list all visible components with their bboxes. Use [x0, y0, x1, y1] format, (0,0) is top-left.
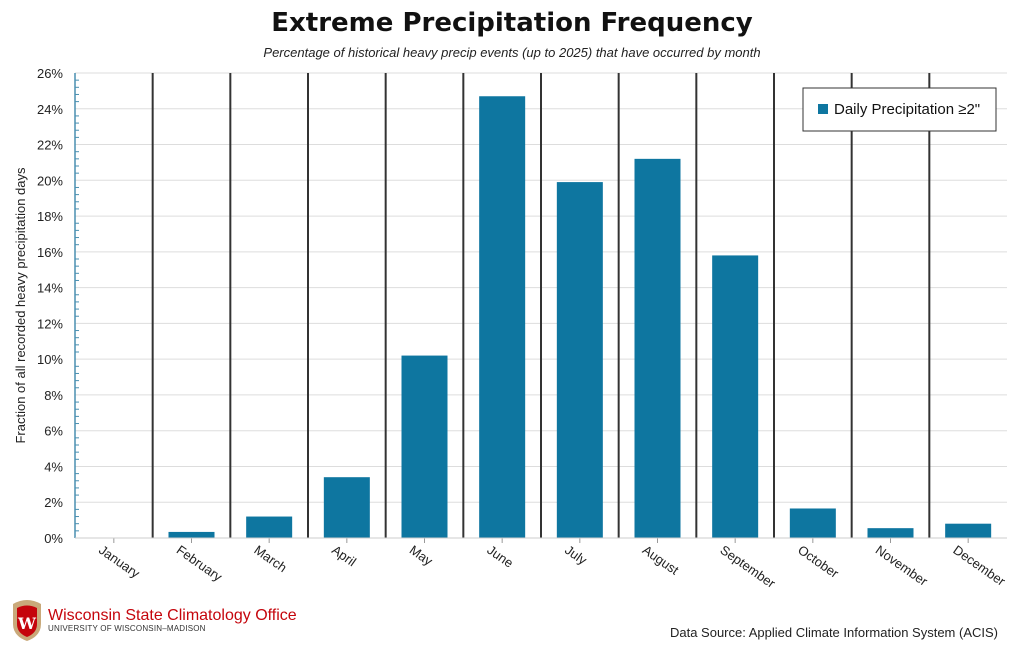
x-tick-label: June: [484, 542, 516, 570]
bar-may: [401, 355, 448, 538]
y-tick-label: 2%: [44, 495, 63, 510]
org-logo: W Wisconsin State Climatology Office UNI…: [10, 598, 297, 642]
x-tick-label: October: [795, 542, 842, 581]
x-tick-label: April: [329, 542, 359, 569]
x-tick-label: February: [174, 542, 226, 584]
x-tick-label: November: [873, 542, 931, 589]
x-tick-label: January: [96, 542, 143, 581]
y-tick-label: 16%: [37, 245, 63, 260]
bar-september: [712, 255, 759, 538]
org-subtitle: UNIVERSITY OF WISCONSIN–MADISON: [48, 624, 206, 633]
y-tick-label: 14%: [37, 281, 63, 296]
x-tick-label: May: [407, 542, 436, 569]
bar-june: [479, 96, 526, 538]
y-tick-label: 10%: [37, 352, 63, 367]
x-tick-label: August: [640, 542, 682, 578]
y-tick-label: 18%: [37, 209, 63, 224]
y-tick-label: 20%: [37, 173, 63, 188]
legend-swatch: [818, 104, 828, 114]
svg-text:W: W: [17, 614, 37, 633]
uw-crest-icon: W: [13, 600, 41, 641]
y-tick-label: 8%: [44, 388, 63, 403]
y-tick-label: 12%: [37, 316, 63, 331]
chart-title: Extreme Precipitation Frequency: [271, 8, 753, 38]
bar-july: [556, 182, 603, 538]
bar-march: [246, 516, 293, 538]
x-tick-label: December: [950, 542, 1008, 589]
y-tick-label: 4%: [44, 459, 63, 474]
y-tick-label: 26%: [37, 66, 63, 81]
org-name: Wisconsin State Climatology Office: [48, 607, 297, 624]
bar-november: [867, 528, 914, 538]
bar-october: [789, 508, 836, 538]
x-tick-label: March: [251, 542, 289, 575]
y-tick-label: 6%: [44, 424, 63, 439]
data-source: Data Source: Applied Climate Information…: [669, 625, 998, 640]
y-tick-label: 0%: [44, 531, 63, 546]
bar-august: [634, 158, 681, 538]
y-axis-label: Fraction of all recorded heavy precipita…: [13, 167, 28, 444]
bar-february: [168, 531, 215, 538]
x-tick-label: September: [717, 542, 778, 591]
bar-april: [323, 477, 370, 538]
bar-december: [945, 523, 992, 538]
chart-subtitle: Percentage of historical heavy precip ev…: [263, 45, 761, 60]
legend-label: Daily Precipitation ≥2": [834, 101, 980, 118]
legend-box: [802, 87, 997, 132]
y-tick-label: 22%: [37, 138, 63, 153]
y-tick-label: 24%: [37, 102, 63, 117]
x-tick-label: July: [562, 542, 590, 568]
